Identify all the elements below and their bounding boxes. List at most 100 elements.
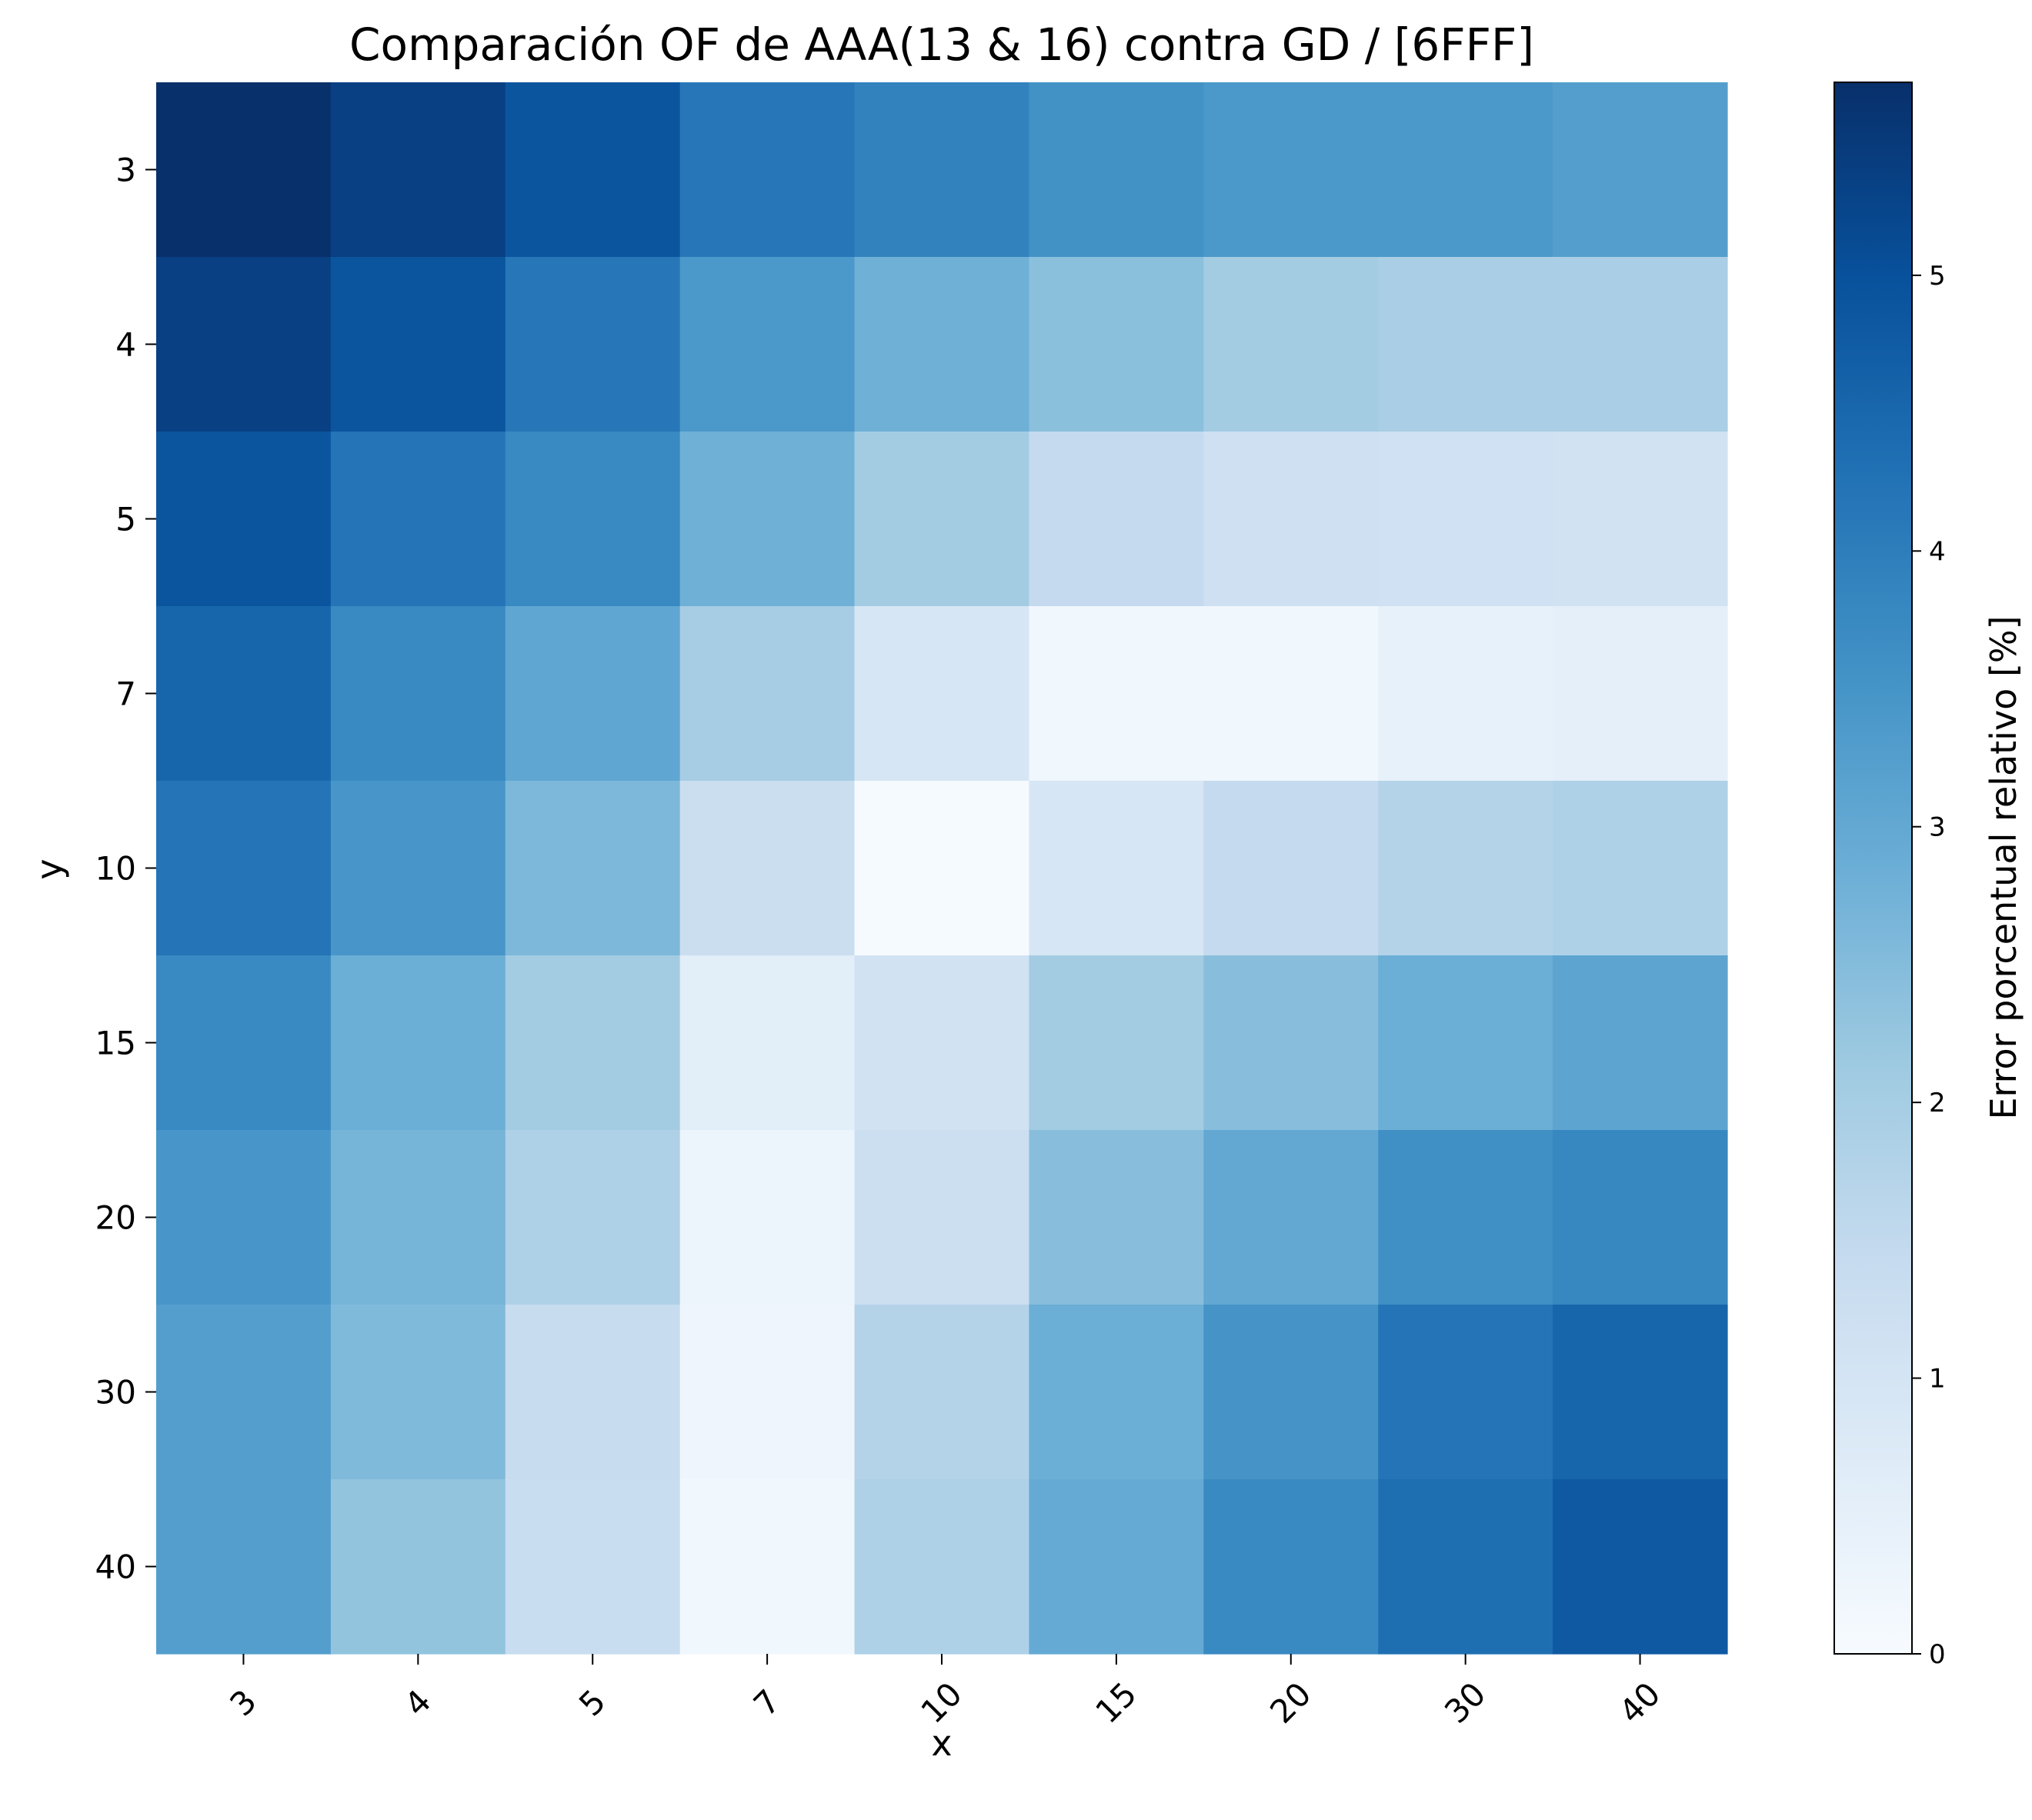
heatmap-cell-y15-x40 bbox=[1553, 955, 1728, 1131]
heatmap-cell-y4-x7 bbox=[679, 257, 856, 432]
heatmap-cell-y3-x7 bbox=[679, 82, 856, 258]
heatmap-cell-y20-x40 bbox=[1553, 1130, 1728, 1305]
x-tick-label: 15 bbox=[1088, 1675, 1143, 1730]
heatmap-cell-y40-x4 bbox=[330, 1479, 506, 1655]
y-tick-label: 7 bbox=[115, 675, 136, 713]
heatmap-cell-y30-x20 bbox=[1203, 1305, 1379, 1480]
heatmap-cell-y20-x20 bbox=[1203, 1130, 1379, 1305]
x-axis-ticks: 3 4 5 7 10 15 20 30 40 bbox=[222, 1654, 1667, 1731]
heatmap-cell-y7-x7 bbox=[679, 606, 856, 782]
colorbar-tick-label: 0 bbox=[1929, 1639, 1946, 1670]
heatmap-cell-y3-x5 bbox=[505, 82, 681, 258]
y-tick-label: 3 bbox=[115, 152, 136, 189]
heatmap-cell-y30-x7 bbox=[679, 1305, 856, 1480]
x-tick-label: 4 bbox=[397, 1682, 439, 1724]
heatmap-cell-y40-x30 bbox=[1378, 1479, 1553, 1655]
heatmap-cell-y10-x4 bbox=[330, 781, 506, 956]
heatmap-cell-y7-x5 bbox=[505, 606, 681, 782]
heatmap-cell-y30-x10 bbox=[854, 1305, 1030, 1480]
colorbar-ticks: 0 1 2 3 4 5 bbox=[1912, 261, 1946, 1670]
heatmap-cell-y7-x3 bbox=[156, 606, 332, 782]
heatmap-cell-y15-x20 bbox=[1203, 955, 1379, 1131]
heatmap-cell-y7-x30 bbox=[1378, 606, 1553, 782]
heatmap-cell-y40-x15 bbox=[1029, 1479, 1204, 1655]
heatmap-cell-y10-x10 bbox=[854, 781, 1030, 956]
heatmap-cell-y30-x15 bbox=[1029, 1305, 1204, 1480]
heatmap-cell-y4-x4 bbox=[330, 257, 506, 432]
heatmap-cell-y10-x5 bbox=[505, 781, 681, 956]
heatmap-cell-y5-x7 bbox=[679, 432, 856, 607]
heatmap-cell-y4-x20 bbox=[1203, 257, 1379, 432]
heatmap-cell-y4-x15 bbox=[1029, 257, 1204, 432]
y-tick-label: 10 bbox=[95, 850, 136, 888]
heatmap-cell-y5-x30 bbox=[1378, 432, 1553, 607]
heatmap-cell-y3-x10 bbox=[854, 82, 1030, 258]
y-axis-label: y bbox=[28, 858, 70, 879]
heatmap-cell-y5-x20 bbox=[1203, 432, 1379, 607]
y-tick-label: 30 bbox=[95, 1374, 136, 1412]
heatmap-cell-y10-x30 bbox=[1378, 781, 1553, 956]
colorbar-tick-label: 5 bbox=[1929, 261, 1946, 292]
heatmap-cell-y20-x5 bbox=[505, 1130, 681, 1305]
heatmap-cell-y15-x3 bbox=[156, 955, 332, 1131]
heatmap-cell-y5-x3 bbox=[156, 432, 332, 607]
heatmap-cell-y7-x40 bbox=[1553, 606, 1728, 782]
heatmap-cell-y10-x15 bbox=[1029, 781, 1204, 956]
heatmap-cell-y40-x20 bbox=[1203, 1479, 1379, 1655]
y-tick-label: 20 bbox=[95, 1199, 136, 1237]
heatmap-cell-y30-x40 bbox=[1553, 1305, 1728, 1480]
heatmap-cell-y15-x7 bbox=[679, 955, 856, 1131]
heatmap-cells bbox=[156, 82, 1728, 1655]
heatmap-cell-y7-x4 bbox=[330, 606, 506, 782]
y-tick-label: 15 bbox=[95, 1025, 136, 1062]
heatmap-cell-y5-x4 bbox=[330, 432, 506, 607]
heatmap-cell-y15-x4 bbox=[330, 955, 506, 1131]
heatmap-cell-y40-x5 bbox=[505, 1479, 681, 1655]
heatmap-cell-y5-x15 bbox=[1029, 432, 1204, 607]
heatmap-cell-y20-x3 bbox=[156, 1130, 332, 1305]
heatmap-cell-y7-x15 bbox=[1029, 606, 1204, 782]
heatmap-cell-y30-x3 bbox=[156, 1305, 332, 1480]
heatmap-cell-y10-x20 bbox=[1203, 781, 1379, 956]
heatmap-cell-y20-x15 bbox=[1029, 1130, 1204, 1305]
y-tick-label: 4 bbox=[115, 326, 136, 364]
heatmap-cell-y5-x10 bbox=[854, 432, 1030, 607]
heatmap-cell-y15-x15 bbox=[1029, 955, 1204, 1131]
heatmap-cell-y30-x4 bbox=[330, 1305, 506, 1480]
x-axis-label: x bbox=[931, 1722, 952, 1764]
heatmap-cell-y30-x30 bbox=[1378, 1305, 1553, 1480]
heatmap-cell-y4-x30 bbox=[1378, 257, 1553, 432]
heatmap-cell-y20-x4 bbox=[330, 1130, 506, 1305]
heatmap-cell-y3-x15 bbox=[1029, 82, 1204, 258]
colorbar-tick-label: 3 bbox=[1929, 812, 1946, 843]
heatmap-cell-y4-x5 bbox=[505, 257, 681, 432]
heatmap-cell-y10-x3 bbox=[156, 781, 332, 956]
heatmap-cell-y3-x3 bbox=[156, 82, 332, 258]
heatmap-cell-y7-x20 bbox=[1203, 606, 1379, 782]
heatmap-cell-y3-x20 bbox=[1203, 82, 1379, 258]
y-axis-ticks: 3 4 5 7 10 15 20 30 40 bbox=[95, 152, 156, 1586]
heatmap-cell-y4-x3 bbox=[156, 257, 332, 432]
heatmap-cell-y15-x5 bbox=[505, 955, 681, 1131]
heatmap-cell-y20-x7 bbox=[679, 1130, 856, 1305]
chart-title: Comparación OF de AAA(13 & 16) contra GD… bbox=[349, 18, 1534, 71]
heatmap-cell-y20-x10 bbox=[854, 1130, 1030, 1305]
colorbar-tick-label: 4 bbox=[1929, 536, 1946, 567]
heatmap-cell-y40-x40 bbox=[1553, 1479, 1728, 1655]
colorbar-label: Error porcentual relativo [%] bbox=[1983, 615, 2024, 1119]
colorbar-tick-label: 1 bbox=[1929, 1364, 1946, 1395]
heatmap-cell-y5-x5 bbox=[505, 432, 681, 607]
heatmap-cell-y40-x7 bbox=[679, 1479, 856, 1655]
heatmap-cell-y20-x30 bbox=[1378, 1130, 1553, 1305]
heatmap-cell-y7-x10 bbox=[854, 606, 1030, 782]
heatmap-cell-y3-x4 bbox=[330, 82, 506, 258]
heatmap-cell-y30-x5 bbox=[505, 1305, 681, 1480]
heatmap-cell-y40-x3 bbox=[156, 1479, 332, 1655]
heatmap-cell-y10-x40 bbox=[1553, 781, 1728, 956]
y-tick-label: 40 bbox=[95, 1548, 136, 1586]
x-tick-label: 5 bbox=[572, 1682, 613, 1724]
heatmap-cell-y3-x30 bbox=[1378, 82, 1553, 258]
heatmap-cell-y15-x30 bbox=[1378, 955, 1553, 1131]
x-tick-label: 40 bbox=[1612, 1675, 1667, 1730]
x-tick-label: 3 bbox=[222, 1682, 264, 1724]
